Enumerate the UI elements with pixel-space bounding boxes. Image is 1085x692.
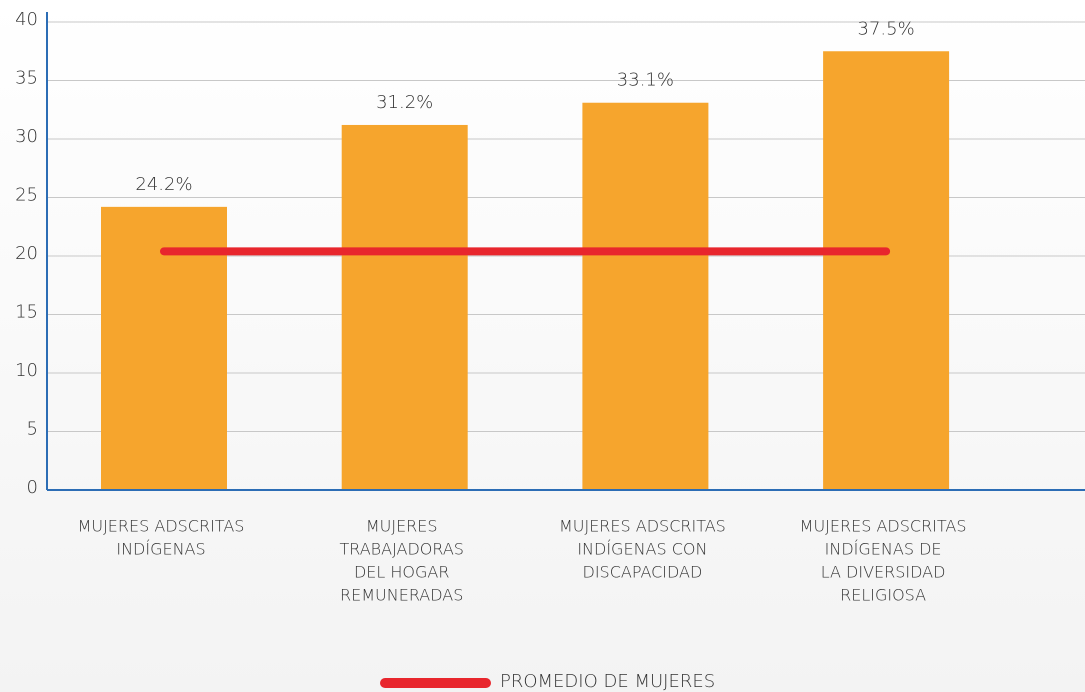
y-tick-label: 10 (15, 360, 38, 381)
y-tick-label: 20 (15, 243, 38, 264)
value-label: 31.2% (376, 92, 433, 113)
value-label: 33.1% (617, 70, 674, 91)
x-tick-label: RELIGIOSA (840, 586, 926, 605)
x-tick-label: TRABAJADORAS (339, 540, 463, 559)
y-tick-label: 30 (15, 126, 38, 147)
value-label: 37.5% (858, 18, 915, 39)
y-tick-label: 0 (27, 477, 38, 498)
x-tick-label: MUJERES ADSCRITAS (559, 517, 726, 536)
value-label: 24.2% (135, 174, 192, 195)
x-tick-label: REMUNERADAS (340, 586, 463, 605)
x-tick-label: MUJERES (366, 517, 438, 536)
legend-label: PROMEDIO DE MUJERES (500, 671, 715, 692)
x-tick-label: LA DIVERSIDAD (821, 563, 946, 582)
x-tick-label: INDÍGENAS DE (825, 540, 942, 559)
bar (341, 124, 468, 491)
y-tick-label: 5 (27, 419, 38, 440)
bar (582, 102, 709, 490)
x-tick-label: DEL HOGAR (354, 563, 450, 582)
x-tick-label: MUJERES ADSCRITAS (78, 517, 245, 536)
bar (823, 51, 950, 490)
x-tick-label: INDÍGENAS (116, 540, 205, 559)
y-tick-label: 40 (15, 9, 38, 30)
y-tick-label: 35 (15, 68, 38, 89)
y-tick-label: 25 (15, 185, 38, 206)
x-tick-label: MUJERES ADSCRITAS (800, 517, 967, 536)
x-tick-label: INDÍGENAS CON (577, 540, 707, 559)
x-tick-label: DISCAPACIDAD (583, 563, 703, 582)
y-tick-label: 15 (15, 302, 38, 323)
